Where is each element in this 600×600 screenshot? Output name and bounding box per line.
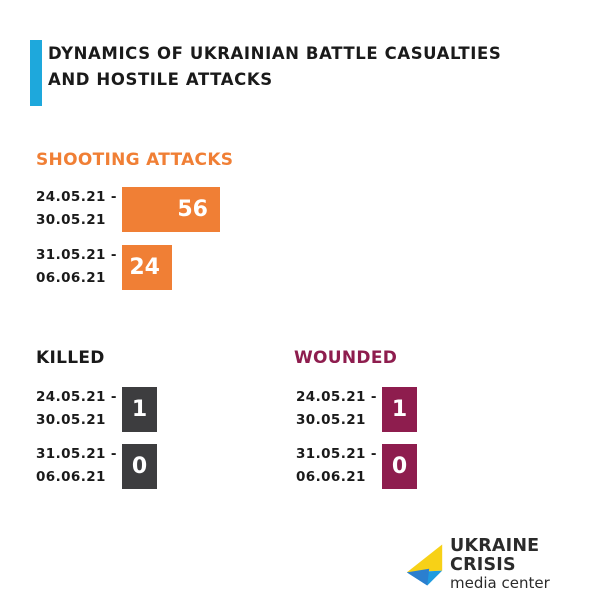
shooting-row-2: 31.05.21 - 06.06.21 24 <box>36 244 172 290</box>
wounded-date-1-end: 30.05.21 <box>296 412 366 428</box>
page-title: DYNAMICS OF UKRAINIAN BATTLE CASUALTIES … <box>48 41 501 93</box>
killed-box-1: 1 <box>122 386 157 432</box>
wounded-title: WOUNDED <box>294 348 398 368</box>
logo-line-1: UKRAINE CRISIS <box>450 536 540 575</box>
title-line-1: DYNAMICS OF UKRAINIAN BATTLE CASUALTIES <box>48 44 502 63</box>
wounded-date-1-start: 24.05.21 - <box>296 389 377 405</box>
killed-date-1-end: 30.05.21 <box>36 412 106 428</box>
title-line-2: AND HOSTILE ATTACKS <box>48 70 273 89</box>
killed-date-2-start: 31.05.21 - <box>36 446 117 462</box>
wounded-date-2-end: 06.06.21 <box>296 469 366 485</box>
title-accent-bar <box>30 40 42 106</box>
wounded-row-1: 24.05.21 - 30.05.21 1 <box>296 386 417 432</box>
wounded-row-2: 31.05.21 - 06.06.21 0 <box>296 443 417 489</box>
killed-date-1-start: 24.05.21 - <box>36 389 117 405</box>
killed-date-2: 31.05.21 - 06.06.21 <box>36 443 122 489</box>
killed-value-1: 1 <box>131 396 148 422</box>
logo-line-2: media center <box>450 574 550 592</box>
killed-box-2: 0 <box>122 443 157 489</box>
wounded-date-1: 24.05.21 - 30.05.21 <box>296 386 382 432</box>
killed-value-2: 0 <box>131 453 148 479</box>
shooting-value-1: 56 <box>177 196 208 222</box>
shooting-date-1: 24.05.21 - 30.05.21 <box>36 186 122 232</box>
killed-title: KILLED <box>36 348 105 368</box>
ukraine-crisis-logo-icon <box>406 544 443 585</box>
shooting-date-2-start: 31.05.21 - <box>36 247 117 263</box>
wounded-value-1: 1 <box>391 396 408 422</box>
wounded-date-2: 31.05.21 - 06.06.21 <box>296 443 382 489</box>
shooting-row-1: 24.05.21 - 30.05.21 56 <box>36 186 220 232</box>
shooting-bar-2: 24 <box>122 244 172 290</box>
wounded-date-2-start: 31.05.21 - <box>296 446 377 462</box>
shooting-date-1-start: 24.05.21 - <box>36 189 117 205</box>
wounded-value-2: 0 <box>391 453 408 479</box>
wounded-box-2: 0 <box>382 443 417 489</box>
logo-text: UKRAINE CRISIS media center <box>450 537 600 592</box>
wounded-box-1: 1 <box>382 386 417 432</box>
shooting-bar-1: 56 <box>122 186 220 232</box>
killed-date-1: 24.05.21 - 30.05.21 <box>36 386 122 432</box>
shooting-date-2-end: 06.06.21 <box>36 270 106 286</box>
ukraine-crisis-logo: UKRAINE CRISIS media center <box>405 537 600 592</box>
killed-row-2: 31.05.21 - 06.06.21 0 <box>36 443 157 489</box>
shooting-attacks-title: SHOOTING ATTACKS <box>36 150 234 170</box>
killed-row-1: 24.05.21 - 30.05.21 1 <box>36 386 157 432</box>
shooting-value-2: 24 <box>129 254 160 280</box>
shooting-date-1-end: 30.05.21 <box>36 212 106 228</box>
killed-date-2-end: 06.06.21 <box>36 469 106 485</box>
shooting-date-2: 31.05.21 - 06.06.21 <box>36 244 122 290</box>
